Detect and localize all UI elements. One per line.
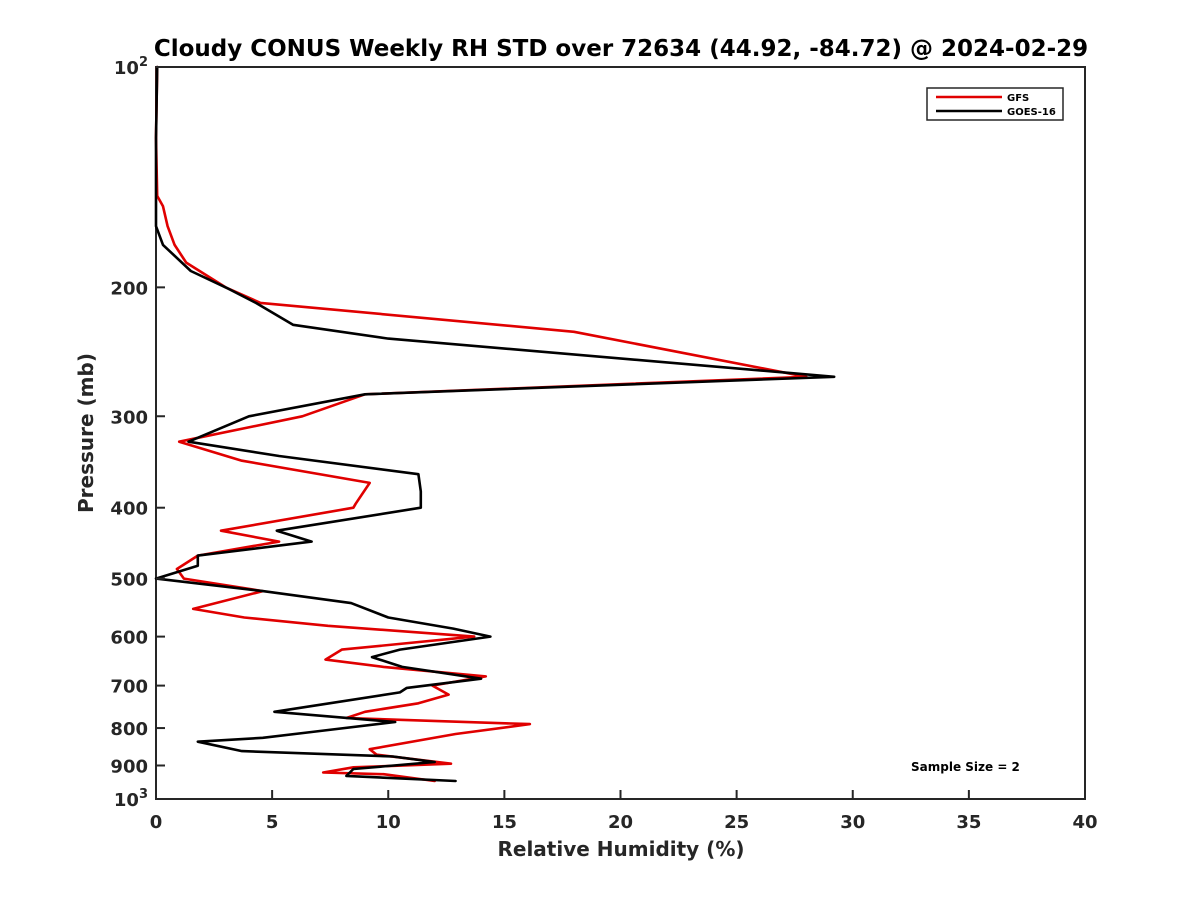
- y-tick-label: 300: [110, 407, 148, 428]
- plot-series-group: [154, 65, 836, 783]
- x-axis-label: Relative Humidity (%): [497, 837, 744, 861]
- x-tick-label: 20: [608, 812, 633, 833]
- plot-area-box: [155, 66, 1086, 800]
- y-tick-label: 400: [110, 499, 148, 520]
- y-tick-label: 200: [110, 278, 148, 299]
- x-tick-label: 30: [840, 812, 865, 833]
- sample-size-annotation: Sample Size = 2: [911, 760, 1020, 774]
- y-axis-label: Pressure (mb): [74, 353, 98, 513]
- y-tick-label: 900: [110, 757, 148, 778]
- legend-label-goes16: GOES-16: [1007, 107, 1056, 118]
- legend-box: [926, 87, 1064, 121]
- x-axis-ticks: 0 5 10 15 20 25 30 35 40: [150, 790, 1098, 833]
- y-tick-label: 800: [110, 719, 148, 740]
- x-tick-label: 25: [724, 812, 749, 833]
- y-tick-label: 600: [110, 628, 148, 649]
- series-line-goes-16: [154, 65, 836, 783]
- x-tick-label: 5: [266, 812, 279, 833]
- y-axis-ticks: 102 200 300 400 500 600 700 800 900 103: [110, 55, 165, 811]
- y-tick-label: 102: [114, 55, 148, 79]
- x-tick-label: 15: [492, 812, 517, 833]
- legend: GFS GOES-16: [926, 87, 1064, 121]
- series-line-gfs: [154, 65, 808, 783]
- y-tick-label: 500: [110, 570, 148, 591]
- x-tick-label: 40: [1072, 812, 1097, 833]
- chart-title: Cloudy CONUS Weekly RH STD over 72634 (4…: [154, 36, 1088, 62]
- y-tick-label: 700: [110, 677, 148, 698]
- x-tick-label: 35: [956, 812, 981, 833]
- x-tick-label: 10: [376, 812, 401, 833]
- x-tick-label: 0: [150, 812, 163, 833]
- legend-label-gfs: GFS: [1007, 93, 1029, 104]
- y-tick-label: 103: [114, 787, 148, 811]
